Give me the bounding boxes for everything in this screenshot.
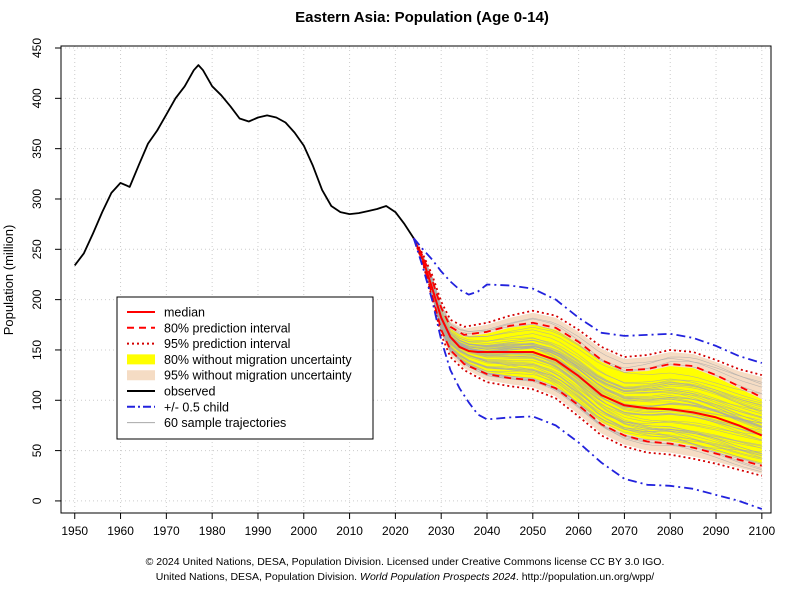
plot-frame — [60, 45, 772, 514]
x-tick-label: 2090 — [703, 524, 730, 538]
series--0-5-child-upper — [413, 237, 763, 364]
sample-trajectory — [413, 238, 762, 435]
legend-label: 80% prediction interval — [164, 321, 290, 335]
legend-label: median — [164, 306, 205, 320]
sample-trajectory — [413, 238, 762, 442]
x-tick-label: 2100 — [748, 524, 775, 538]
y-tick-label: 300 — [30, 189, 44, 209]
sample-trajectory — [413, 238, 762, 419]
footer-copyright: © 2024 United Nations, DESA, Population … — [146, 556, 665, 568]
series-95-prediction-interval-lower — [412, 237, 763, 477]
x-tick-label: 1950 — [61, 524, 88, 538]
x-tick-label: 1960 — [107, 524, 134, 538]
legend-label: 60 sample trajectories — [164, 416, 286, 430]
footer-citation-prefix: United Nations, DESA, Population Divisio… — [156, 571, 360, 583]
legend-label: 95% without migration uncertainty — [164, 369, 352, 383]
y-tick-label: 450 — [30, 38, 44, 58]
x-tick-label: 1970 — [153, 524, 180, 538]
x-tick-label: 1980 — [199, 524, 226, 538]
sample-trajectory — [413, 238, 762, 394]
sample-trajectory — [413, 238, 762, 447]
x-tick-label: 2080 — [657, 524, 684, 538]
series--0-5-child-lower — [412, 237, 763, 510]
x-tick-label: 2020 — [382, 524, 409, 538]
y-tick-label: 250 — [30, 239, 44, 259]
sample-trajectory — [413, 238, 762, 427]
x-tick-label: 2050 — [519, 524, 546, 538]
sample-trajectory — [413, 238, 762, 383]
sample-trajectory — [413, 238, 762, 406]
sample-trajectory — [413, 238, 762, 427]
series-observed — [73, 64, 415, 266]
y-tick-label: 50 — [30, 444, 44, 458]
uncertainty-bands — [413, 238, 762, 474]
legend-label: 80% without migration uncertainty — [164, 353, 352, 367]
sample-trajectory — [413, 238, 762, 469]
legend-box — [116, 296, 374, 440]
y-axis-label: Population (million) — [1, 225, 16, 336]
y-axis-ticks: 0 50 100 150 200 250 300 350 400 450 — [30, 38, 61, 504]
y-tick-label: 200 — [30, 289, 44, 309]
y-tick-label: 0 — [30, 497, 44, 504]
sample-trajectory — [413, 238, 762, 449]
sample-trajectory — [413, 238, 762, 385]
series-median — [412, 237, 763, 437]
y-tick-label: 100 — [30, 390, 44, 410]
x-tick-label: 2040 — [474, 524, 501, 538]
y-tick-label: 150 — [30, 340, 44, 360]
legend-label: +/- 0.5 child — [164, 400, 229, 414]
x-tick-label: 2060 — [565, 524, 592, 538]
chart-title: Eastern Asia: Population (Age 0-14) — [295, 9, 549, 26]
sample-trajectory — [413, 238, 762, 406]
sample-trajectories — [413, 238, 762, 473]
footer-citation-url: . http://population.un.org/wpp/ — [516, 571, 654, 583]
footer-citation: United Nations, DESA, Population Divisio… — [156, 571, 655, 583]
x-tick-label: 2030 — [428, 524, 455, 538]
x-tick-label: 2000 — [290, 524, 317, 538]
series-80-prediction-interval-lower — [412, 237, 763, 467]
sample-trajectory — [413, 238, 762, 413]
x-axis-ticks: 1950 1960 1970 1980 1990 2000 2010 2020 2030 2040… — [61, 513, 776, 538]
legend-label: 95% prediction interval — [164, 337, 290, 351]
series-80-prediction-interval-upper — [412, 237, 763, 399]
legend-label: observed — [164, 385, 215, 399]
x-tick-label: 2070 — [611, 524, 638, 538]
y-tick-label: 400 — [30, 88, 44, 108]
footer-citation-title: World Population Prospects 2024 — [360, 571, 516, 583]
y-tick-label: 350 — [30, 138, 44, 158]
series-lines — [73, 64, 763, 510]
x-tick-label: 1990 — [245, 524, 272, 538]
band-80-no-migration — [413, 238, 762, 464]
x-tick-label: 2010 — [336, 524, 363, 538]
